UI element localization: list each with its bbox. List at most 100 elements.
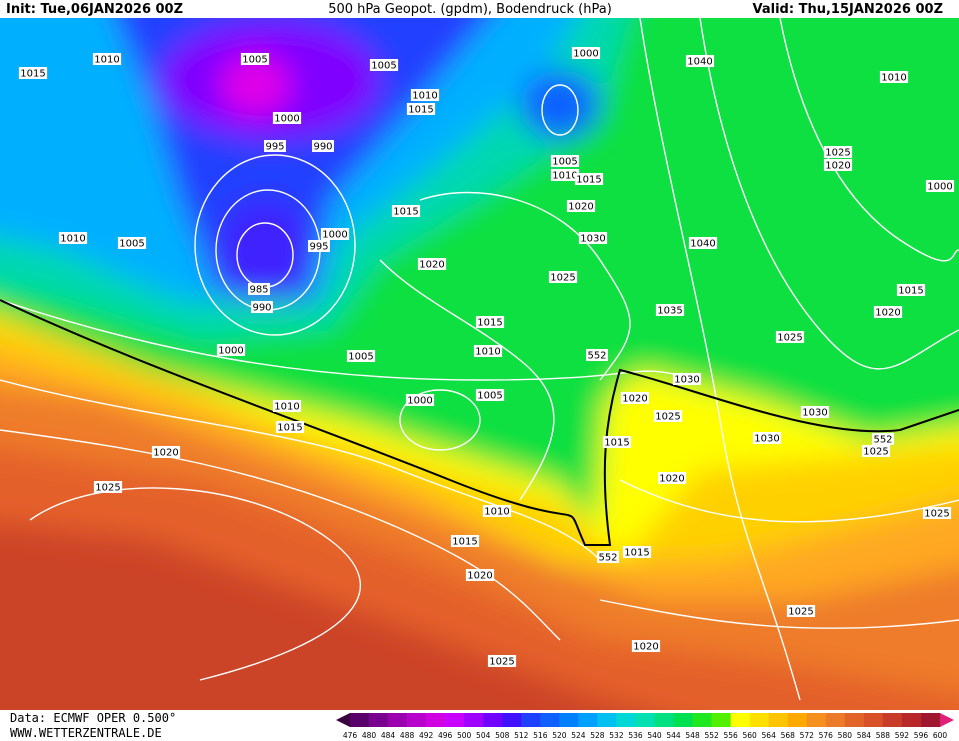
colorbar-cell: [901, 713, 922, 727]
isobar-label: 1025: [825, 148, 850, 159]
isobar-label: 1020: [825, 161, 850, 172]
colorbar-cell: [464, 713, 484, 727]
isobar-label: 1010: [60, 234, 85, 245]
isobar-label: 1010: [484, 507, 509, 518]
isobar-label-box: [92, 53, 122, 65]
isobar-label: 1020: [568, 202, 593, 213]
isobar-label-box: [272, 400, 302, 412]
isobar-label-box: [475, 389, 505, 401]
isobar-label: 1015: [898, 286, 923, 297]
isobar-label-box: [550, 169, 580, 181]
colorbar-label: 556: [723, 731, 738, 740]
colorbar-cell: [787, 713, 808, 727]
colorbar-label: 520: [552, 731, 567, 740]
isobar-label: 1005: [242, 55, 267, 66]
isobar-label-box: [586, 349, 608, 361]
colorbar-label: 568: [781, 731, 796, 740]
isobar-label: 1005: [552, 157, 577, 168]
isobar-label: 1020: [622, 394, 647, 405]
isobar-label: 995: [309, 242, 328, 253]
colorbar-cell: [502, 713, 522, 727]
colorbar-cell: [616, 713, 636, 727]
isobar-label-box: [346, 350, 376, 362]
colorbar-cell: [920, 713, 941, 727]
contour-552: [0, 299, 959, 546]
isobar-label: 1040: [690, 239, 715, 250]
isobar-label-box: [251, 301, 273, 313]
colorbar-cell: [388, 713, 408, 727]
colorbar-label: 492: [419, 731, 434, 740]
colorbar-cell: [350, 713, 370, 727]
isobar-label: 1030: [802, 408, 827, 419]
colorbar-cell: [635, 713, 655, 727]
colorbar-cell: [806, 713, 827, 727]
isobar-label-box: [93, 481, 123, 493]
isobar-label: 1020: [153, 448, 178, 459]
isobar-label-box: [566, 200, 596, 212]
colorbar-label: 532: [609, 731, 624, 740]
isobar-label: 1030: [754, 434, 779, 445]
colorbar-cell: [692, 713, 712, 727]
isobar-label: 1000: [407, 396, 432, 407]
isobar-label: 1025: [777, 333, 802, 344]
colorbar-cell: [654, 713, 674, 727]
isobar-label: 1025: [924, 509, 949, 520]
colorbar-cell: [540, 713, 560, 727]
colorbar-cell: [844, 713, 865, 727]
isobar-label-box: [602, 436, 632, 448]
isobar-label-box: [786, 605, 816, 617]
isobar-label: 1000: [218, 346, 243, 357]
isobar-label-box: [475, 316, 505, 328]
isobar-label: 1005: [371, 61, 396, 72]
isobar-label: 1025: [550, 273, 575, 284]
isobar-label-box: [578, 232, 608, 244]
isobar-label-box: [391, 205, 421, 217]
isobar-label: 1030: [674, 375, 699, 386]
isobar-label: 552: [873, 435, 892, 446]
isobar-label-box: [487, 655, 517, 667]
isobar-label-box: [151, 446, 181, 458]
colorbar-label: 508: [495, 731, 510, 740]
colorbar-label: 476: [343, 731, 358, 740]
colorbar-high-arrow: [940, 713, 954, 727]
isobar-label: 1025: [788, 607, 813, 618]
isobar-label-box: [879, 71, 909, 83]
colorbar-cell: [711, 713, 731, 727]
isobar-label: 1015: [393, 207, 418, 218]
colorbar-cell: [882, 713, 903, 727]
isobar-label-box: [369, 59, 399, 71]
isobar-label: 1000: [573, 49, 598, 60]
colorbar-label: 516: [533, 731, 548, 740]
isobar-label-box: [688, 237, 718, 249]
colorbar-label: 596: [914, 731, 929, 740]
isobar-label: 1015: [477, 318, 502, 329]
colorbar-label: 536: [628, 731, 643, 740]
isobar-label-box: [823, 146, 853, 158]
isobar-label-box: [410, 89, 440, 101]
isobar-label: 1015: [408, 105, 433, 116]
isobar-label-box: [312, 140, 334, 152]
colorbar-label: 588: [876, 731, 891, 740]
isobar-label: 1025: [95, 483, 120, 494]
isobar-label-box: [657, 472, 687, 484]
isobar-label-box: [248, 283, 270, 295]
colorbar-label: 504: [476, 731, 491, 740]
isobar-label-box: [405, 394, 435, 406]
isobar-label-box: [482, 505, 512, 517]
isobar-label: 990: [313, 142, 332, 153]
colorbar-cell: [673, 713, 693, 727]
isobar-label-box: [685, 55, 715, 67]
colorbar-label: 488: [400, 731, 415, 740]
isobar-label: 1015: [624, 548, 649, 559]
isobar-label-box: [272, 112, 302, 124]
colorbar-label: 480: [362, 731, 377, 740]
isobar-label: 1005: [477, 391, 502, 402]
colorbar-label: 496: [438, 731, 453, 740]
isobar-label-box: [18, 67, 48, 79]
isobar-label: 1025: [863, 447, 888, 458]
valid-time: Valid: Thu,15JAN2026 00Z: [753, 2, 943, 17]
isobar-label-box: [58, 232, 88, 244]
isobar-label-box: [672, 373, 702, 385]
